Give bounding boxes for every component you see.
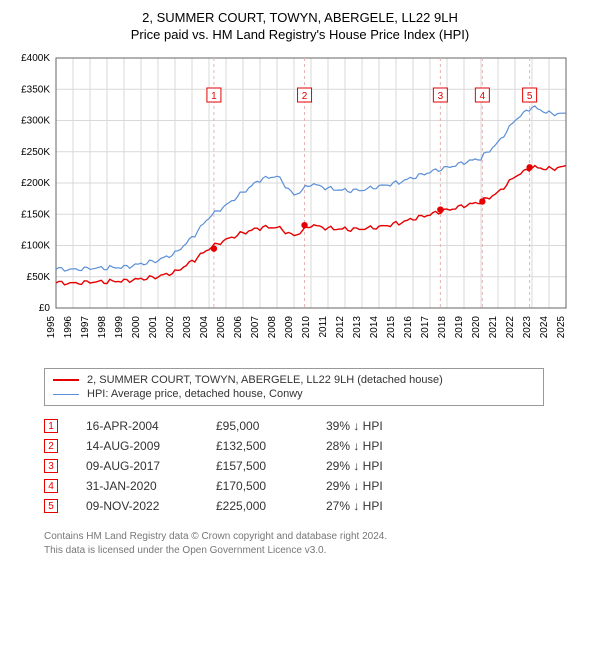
svg-text:2019: 2019 — [454, 316, 465, 339]
row-date: 09-NOV-2022 — [86, 499, 216, 513]
svg-text:£300K: £300K — [21, 116, 50, 127]
footer-line-1: Contains HM Land Registry data © Crown c… — [44, 530, 586, 544]
svg-text:2014: 2014 — [369, 316, 380, 339]
svg-text:2003: 2003 — [182, 316, 193, 339]
svg-text:2012: 2012 — [335, 316, 346, 339]
svg-text:£250K: £250K — [21, 147, 50, 158]
svg-text:2017: 2017 — [420, 316, 431, 339]
legend-swatch — [53, 379, 79, 381]
svg-text:2001: 2001 — [148, 316, 159, 339]
legend-swatch — [53, 394, 79, 395]
svg-text:1995: 1995 — [46, 316, 57, 339]
svg-text:2005: 2005 — [216, 316, 227, 339]
svg-text:£350K: £350K — [21, 84, 50, 95]
svg-text:2007: 2007 — [250, 316, 261, 339]
svg-text:2022: 2022 — [505, 316, 516, 339]
svg-text:1998: 1998 — [97, 316, 108, 339]
svg-text:2004: 2004 — [199, 316, 210, 339]
svg-text:2006: 2006 — [233, 316, 244, 339]
svg-text:2023: 2023 — [522, 316, 533, 339]
svg-text:2008: 2008 — [267, 316, 278, 339]
title-address: 2, SUMMER COURT, TOWYN, ABERGELE, LL22 9… — [14, 10, 586, 25]
sales-table: 1 16-APR-2004£95,00039% ↓ HPI 2 14-AUG-2009… — [44, 416, 586, 516]
table-row: 4 31-JAN-2020£170,50029% ↓ HPI — [44, 476, 586, 496]
title-subtitle: Price paid vs. HM Land Registry's House … — [14, 27, 586, 42]
row-pct: 29% ↓ HPI — [326, 459, 446, 473]
row-pct: 39% ↓ HPI — [326, 419, 446, 433]
table-row: 5 09-NOV-2022£225,00027% ↓ HPI — [44, 496, 586, 516]
row-marker: 4 — [44, 479, 58, 493]
svg-text:2020: 2020 — [471, 316, 482, 339]
svg-text:£150K: £150K — [21, 209, 50, 220]
row-marker: 1 — [44, 419, 58, 433]
table-row: 3 09-AUG-2017£157,50029% ↓ HPI — [44, 456, 586, 476]
row-date: 31-JAN-2020 — [86, 479, 216, 493]
svg-text:5: 5 — [527, 91, 533, 102]
table-row: 1 16-APR-2004£95,00039% ↓ HPI — [44, 416, 586, 436]
legend-label: HPI: Average price, detached house, Conw… — [87, 388, 303, 400]
svg-text:2016: 2016 — [403, 316, 414, 339]
svg-text:£400K: £400K — [21, 53, 50, 64]
footer-line-2: This data is licensed under the Open Gov… — [44, 544, 586, 558]
row-date: 09-AUG-2017 — [86, 459, 216, 473]
svg-text:£200K: £200K — [21, 178, 50, 189]
legend-label: 2, SUMMER COURT, TOWYN, ABERGELE, LL22 9… — [87, 374, 443, 386]
chart-svg: £0 £50K £100K £150K £200K £250K £300K £350K £400… — [14, 50, 574, 360]
row-pct: 29% ↓ HPI — [326, 479, 446, 493]
svg-text:4: 4 — [480, 91, 486, 102]
svg-text:2024: 2024 — [539, 316, 550, 339]
svg-text:3: 3 — [438, 91, 444, 102]
row-price: £157,500 — [216, 459, 326, 473]
svg-text:2002: 2002 — [165, 316, 176, 339]
legend-row: HPI: Average price, detached house, Conw… — [53, 387, 535, 401]
legend: 2, SUMMER COURT, TOWYN, ABERGELE, LL22 9… — [44, 368, 544, 406]
row-marker: 5 — [44, 499, 58, 513]
svg-text:1997: 1997 — [80, 316, 91, 339]
svg-text:2: 2 — [302, 91, 308, 102]
svg-text:2013: 2013 — [352, 316, 363, 339]
svg-text:2015: 2015 — [386, 316, 397, 339]
svg-text:2025: 2025 — [556, 316, 567, 339]
row-price: £95,000 — [216, 419, 326, 433]
row-price: £132,500 — [216, 439, 326, 453]
svg-text:£0: £0 — [39, 303, 51, 314]
svg-text:2021: 2021 — [488, 316, 499, 339]
row-price: £170,500 — [216, 479, 326, 493]
svg-text:£50K: £50K — [27, 272, 51, 283]
row-date: 16-APR-2004 — [86, 419, 216, 433]
svg-text:2009: 2009 — [284, 316, 295, 339]
row-marker: 2 — [44, 439, 58, 453]
svg-text:2011: 2011 — [318, 316, 329, 338]
footer-attribution: Contains HM Land Registry data © Crown c… — [44, 530, 586, 557]
row-pct: 27% ↓ HPI — [326, 499, 446, 513]
row-price: £225,000 — [216, 499, 326, 513]
svg-text:1: 1 — [211, 91, 217, 102]
row-marker: 3 — [44, 459, 58, 473]
svg-text:2000: 2000 — [131, 316, 142, 339]
legend-row: 2, SUMMER COURT, TOWYN, ABERGELE, LL22 9… — [53, 373, 535, 387]
svg-text:1996: 1996 — [63, 316, 74, 339]
svg-text:£100K: £100K — [21, 241, 50, 252]
price-chart: £0 £50K £100K £150K £200K £250K £300K £350K £400… — [14, 50, 586, 360]
svg-text:1999: 1999 — [114, 316, 125, 339]
svg-text:2010: 2010 — [301, 316, 312, 339]
svg-text:2018: 2018 — [437, 316, 448, 339]
table-row: 2 14-AUG-2009£132,50028% ↓ HPI — [44, 436, 586, 456]
row-pct: 28% ↓ HPI — [326, 439, 446, 453]
row-date: 14-AUG-2009 — [86, 439, 216, 453]
